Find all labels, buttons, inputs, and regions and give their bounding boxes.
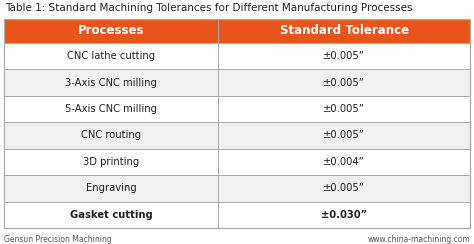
Text: Gasket cutting: Gasket cutting <box>70 210 153 220</box>
Text: CNC routing: CNC routing <box>81 131 141 141</box>
Text: 3-Axis CNC milling: 3-Axis CNC milling <box>65 78 157 88</box>
Text: ±0.005”: ±0.005” <box>323 78 365 88</box>
FancyBboxPatch shape <box>4 122 470 149</box>
FancyBboxPatch shape <box>4 149 470 175</box>
Text: Standard Tolerance: Standard Tolerance <box>280 24 409 38</box>
Text: www.china-machining.com: www.china-machining.com <box>367 235 470 244</box>
FancyBboxPatch shape <box>4 70 470 96</box>
FancyBboxPatch shape <box>4 19 470 43</box>
Text: ±0.004”: ±0.004” <box>323 157 365 167</box>
Text: ±0.030”: ±0.030” <box>321 210 367 220</box>
Text: ±0.005”: ±0.005” <box>323 51 365 61</box>
FancyBboxPatch shape <box>4 175 470 202</box>
FancyBboxPatch shape <box>4 202 470 228</box>
Text: Gensun Precision Machining: Gensun Precision Machining <box>4 235 112 244</box>
Text: ±0.005”: ±0.005” <box>323 104 365 114</box>
Text: Engraving: Engraving <box>86 183 137 193</box>
Text: 3D printing: 3D printing <box>83 157 139 167</box>
Text: CNC lathe cutting: CNC lathe cutting <box>67 51 155 61</box>
Text: ±0.005”: ±0.005” <box>323 131 365 141</box>
FancyBboxPatch shape <box>4 96 470 122</box>
Text: ±0.005”: ±0.005” <box>323 183 365 193</box>
Text: Table 1: Standard Machining Tolerances for Different Manufacturing Processes: Table 1: Standard Machining Tolerances f… <box>5 3 412 13</box>
Text: Processes: Processes <box>78 24 145 38</box>
Text: 5-Axis CNC milling: 5-Axis CNC milling <box>65 104 157 114</box>
FancyBboxPatch shape <box>4 43 470 70</box>
